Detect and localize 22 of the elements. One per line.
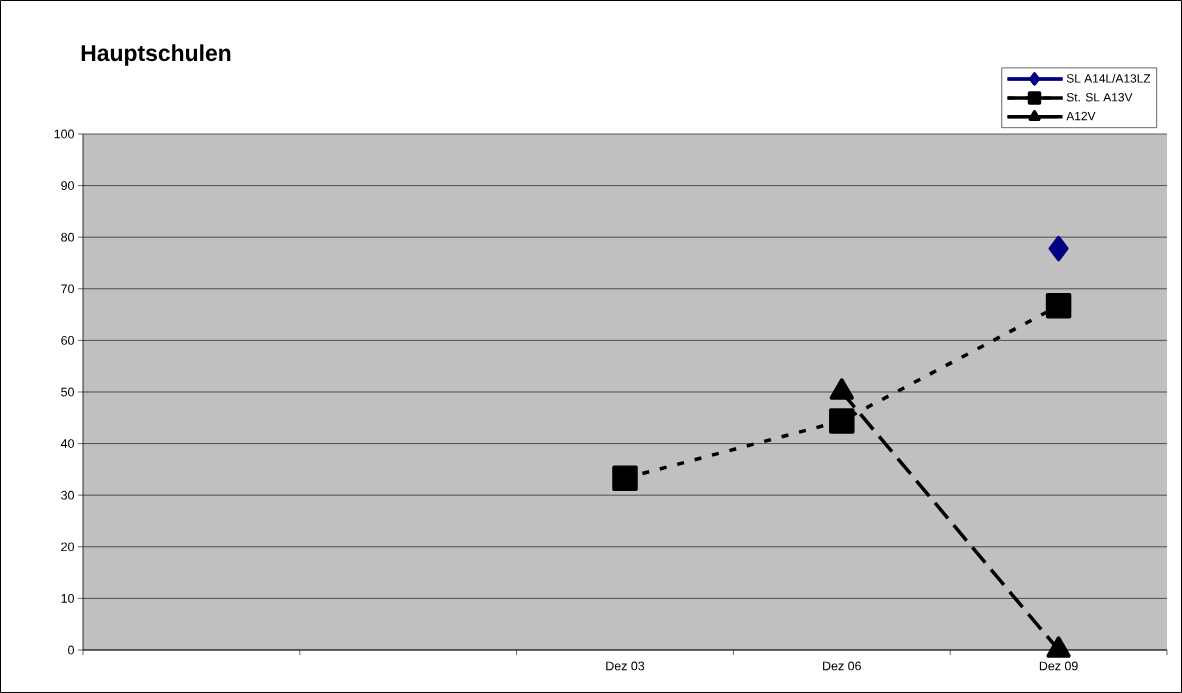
x-tick-label: Dez 09 (1039, 661, 1078, 671)
y-tick-label: 100 (54, 129, 74, 139)
point (829, 408, 855, 434)
legend-label: A12V (1066, 111, 1096, 121)
y-tick-label: 70 (61, 284, 74, 294)
y-tick-label: 90 (61, 181, 74, 190)
point (612, 465, 638, 491)
x-tick-label: Dez 03 (606, 661, 645, 671)
point (1048, 235, 1069, 262)
y-tick-label: 10 (61, 593, 74, 603)
legend-label: St. SL A13V (1066, 93, 1133, 102)
y-tick-label: 40 (60, 439, 74, 448)
x-tick-label: Dez 06 (823, 661, 861, 671)
y-tick-label: 50 (61, 387, 74, 397)
legend-label: SL A14L/A13LZ (1066, 73, 1151, 83)
chart-title: Hauptschulen (81, 44, 231, 66)
y-tick-label: 0 (68, 645, 74, 655)
y-tick-label: 80 (61, 232, 74, 242)
y-tick-label: 60 (61, 335, 74, 345)
y-tick-label: 30 (61, 490, 74, 500)
y-tick-label: 20 (61, 542, 74, 552)
point (1045, 293, 1072, 319)
